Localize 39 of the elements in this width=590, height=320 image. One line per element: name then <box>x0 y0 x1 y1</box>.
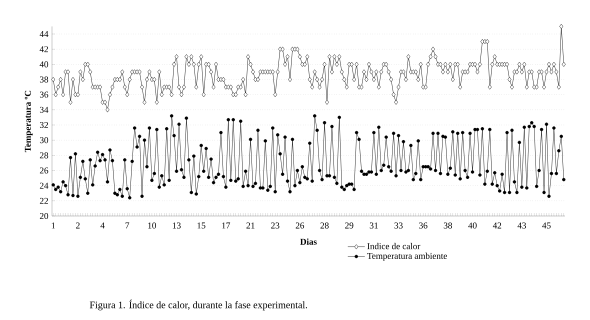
x-tick-label: 42 <box>492 222 502 228</box>
y-tick-label: 20 <box>40 212 48 220</box>
x-tick-label: 13 <box>172 222 181 229</box>
legend-label: Temperatura ambiente <box>367 252 447 261</box>
x-tick-label: 43 <box>518 222 526 229</box>
x-tick-label: 17 <box>222 222 230 228</box>
text: Figura 1. Índice de calor, durante la fase experimental. <box>90 300 308 310</box>
y-tick-label: 38 <box>40 76 48 83</box>
x-tick-label: 4 <box>100 222 105 228</box>
x-tick-label: 33 <box>394 222 403 229</box>
x-tick-label: 36 <box>419 222 428 229</box>
y-tick-label: 24 <box>40 182 48 189</box>
x-tick-label: 28 <box>320 222 329 229</box>
x-axis-title: Dias <box>300 238 317 245</box>
y-tick-label: 44 <box>40 31 48 37</box>
x-tick-label: 31 <box>370 222 378 229</box>
y-axis-title: Temperatura ºC <box>24 90 33 152</box>
y-tick-label: 26 <box>40 167 48 174</box>
y-tick-label: 30 <box>40 137 48 144</box>
x-tick-label: 10 <box>148 222 156 229</box>
x-tick-label: 38 <box>444 222 452 229</box>
y-tick-label: 28 <box>40 152 48 158</box>
legend-label: Indice de calor <box>367 242 420 250</box>
x-tick-label: 2 <box>76 222 80 228</box>
y-tick-label: 34 <box>40 106 48 113</box>
x-tick-label: 23 <box>271 222 280 229</box>
y-tick-label: 40 <box>40 61 48 68</box>
y-tick-label: 36 <box>40 92 48 98</box>
x-tick-label: 26 <box>296 222 304 229</box>
y-tick-label: 22 <box>40 198 48 204</box>
x-tick-label: 7 <box>126 222 130 228</box>
x-tick-label: 45 <box>542 222 551 229</box>
x-tick-label: 15 <box>198 222 206 229</box>
x-tick-label: 21 <box>246 222 254 228</box>
x-tick-label: 1 <box>52 222 55 228</box>
x-tick-label: 29 <box>345 222 354 229</box>
x-tick-label: 40 <box>468 222 477 229</box>
y-tick-label: 42 <box>40 46 48 52</box>
y-tick-label: 32 <box>40 122 48 128</box>
